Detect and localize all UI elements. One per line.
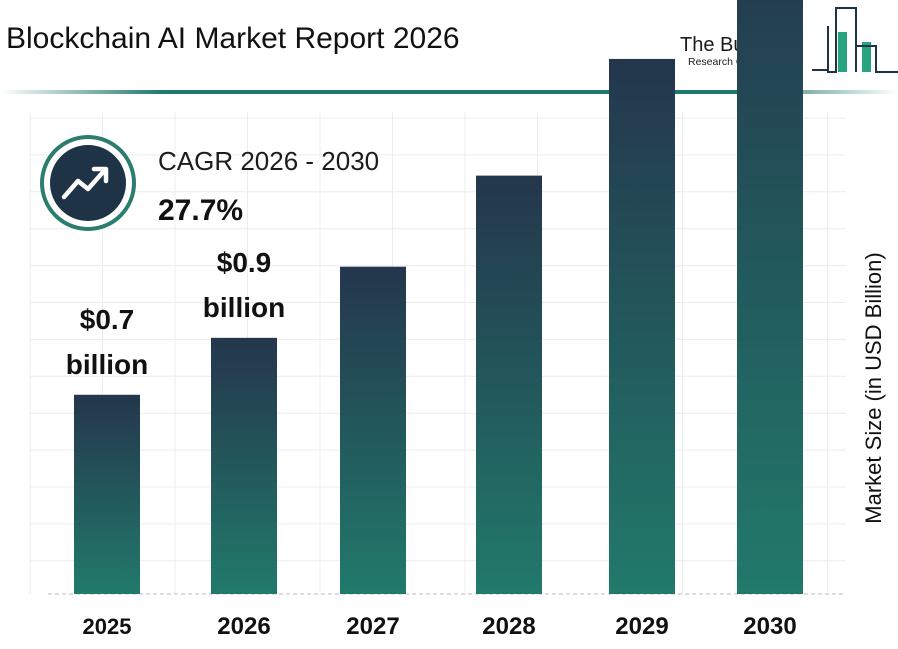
header-divider	[0, 90, 898, 94]
page-title: Blockchain AI Market Report 2026	[6, 22, 460, 55]
x-tick-2030: 2030	[743, 613, 796, 640]
logo-buildings-icon	[812, 7, 898, 73]
bar-2028	[476, 175, 542, 594]
data-label-2025-unit: billion	[66, 349, 148, 380]
y-axis-label: Market Size (in USD Billion)	[861, 252, 886, 524]
bar-2030	[737, 0, 803, 595]
bar-2025	[74, 394, 140, 594]
chart-grid	[29, 112, 846, 594]
x-tick-2029: 2029	[615, 613, 668, 640]
x-tick-2025: 2025	[83, 614, 132, 639]
cagr-badge	[40, 135, 136, 231]
bar-2027	[340, 266, 406, 594]
trend-up-arrow-icon	[40, 135, 136, 231]
bar-2029	[609, 58, 675, 594]
cagr-value: 27.7%	[158, 194, 244, 227]
bar-series	[74, 0, 803, 595]
bar-2026	[211, 337, 277, 594]
x-tick-2028: 2028	[482, 613, 535, 640]
x-tick-2026: 2026	[217, 613, 270, 640]
data-label-2025-value: $0.7	[80, 304, 135, 335]
data-label-2026-value: $0.9	[217, 247, 272, 278]
cagr-label: CAGR 2026 - 2030	[158, 146, 380, 176]
x-tick-2027: 2027	[346, 613, 399, 640]
data-label-2026-unit: billion	[203, 292, 285, 323]
x-tick-labels: 2025 2026 2027 2028 2029 2030	[83, 613, 797, 640]
